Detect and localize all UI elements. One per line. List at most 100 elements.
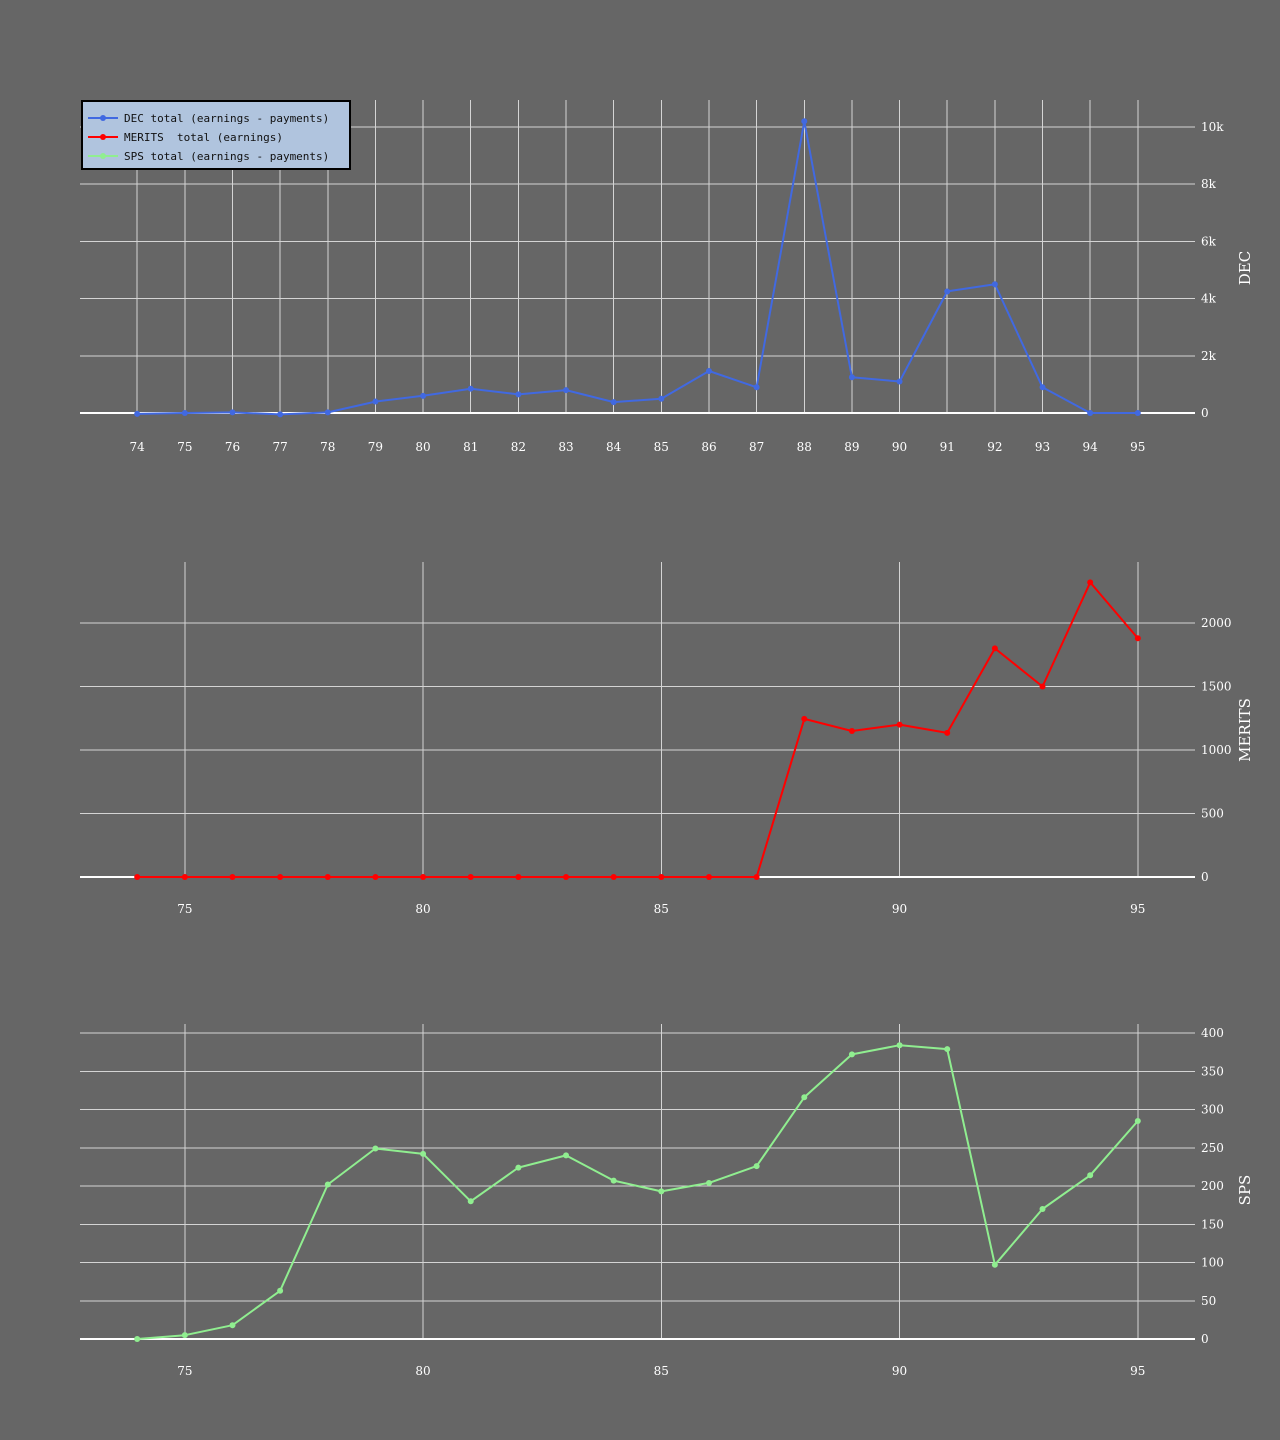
dec-data-point[interactable] bbox=[229, 409, 236, 416]
sps-data-point[interactable] bbox=[705, 1179, 712, 1186]
merits-data-point[interactable] bbox=[563, 874, 570, 880]
dec-data-point[interactable] bbox=[324, 409, 331, 416]
sps-data-point[interactable] bbox=[277, 1287, 284, 1294]
dec-data-point[interactable] bbox=[1039, 384, 1046, 391]
dec-data-point[interactable] bbox=[991, 281, 998, 288]
sps-data-point[interactable] bbox=[134, 1336, 141, 1342]
dec-data-point[interactable] bbox=[705, 367, 712, 374]
merits-data-point[interactable] bbox=[1087, 579, 1094, 586]
chart-legend: DEC total (earnings - payments) MERITS t… bbox=[81, 100, 351, 170]
merits-data-point[interactable] bbox=[181, 874, 188, 880]
dec-x-tick-label: 84 bbox=[606, 440, 622, 454]
dec-x-tick-label: 87 bbox=[749, 440, 764, 454]
dec-data-point[interactable] bbox=[753, 384, 760, 391]
merits-data-point[interactable] bbox=[705, 874, 712, 880]
merits-data-point[interactable] bbox=[467, 874, 474, 880]
sps-y-tick-label: 300 bbox=[1201, 1103, 1224, 1117]
merits-data-point[interactable] bbox=[1134, 635, 1141, 642]
sps-data-point[interactable] bbox=[848, 1051, 855, 1058]
sps-data-point[interactable] bbox=[372, 1145, 379, 1152]
dec-x-tick-label: 75 bbox=[177, 440, 192, 454]
dec-y-tick-label: 2k bbox=[1201, 349, 1217, 363]
sps-data-point[interactable] bbox=[610, 1177, 617, 1184]
dec-data-point[interactable] bbox=[896, 378, 903, 385]
sps-chart-panel: 75 80 85 90 95 0 50 100 150 200 250 300 350 400 SPS bbox=[80, 1024, 1254, 1378]
merits-data-point[interactable] bbox=[801, 715, 808, 722]
sps-y-tick-label: 200 bbox=[1201, 1179, 1224, 1193]
sps-data-point[interactable] bbox=[181, 1332, 188, 1339]
dec-data-point[interactable] bbox=[610, 399, 617, 406]
legend-item-merits[interactable]: MERITS total (earnings) bbox=[83, 128, 349, 147]
sps-data-point[interactable] bbox=[420, 1150, 427, 1157]
sps-data-point[interactable] bbox=[324, 1181, 331, 1188]
merits-data-point[interactable] bbox=[991, 645, 998, 652]
dec-x-tick-label: 79 bbox=[368, 440, 383, 454]
dec-y-axis-title: DEC bbox=[1236, 251, 1254, 285]
merits-x-tick-label: 85 bbox=[654, 902, 669, 916]
dec-data-point[interactable] bbox=[277, 411, 284, 418]
merits-data-point[interactable] bbox=[658, 874, 665, 880]
legend-label-dec: DEC total (earnings - payments) bbox=[124, 112, 330, 125]
merits-data-point[interactable] bbox=[324, 874, 331, 880]
merits-data-point[interactable] bbox=[944, 729, 951, 736]
legend-item-sps[interactable]: SPS total (earnings - payments) bbox=[83, 147, 349, 166]
sps-y-tick-label: 250 bbox=[1201, 1141, 1224, 1155]
dec-data-point[interactable] bbox=[1087, 410, 1094, 416]
dec-x-tick-label: 89 bbox=[844, 440, 859, 454]
merits-y-axis-title: MERITS bbox=[1236, 698, 1254, 762]
sps-data-point[interactable] bbox=[753, 1163, 760, 1170]
merits-x-tick-label: 90 bbox=[892, 902, 907, 916]
merits-data-point[interactable] bbox=[610, 874, 617, 880]
dec-data-point[interactable] bbox=[563, 387, 570, 394]
sps-data-point[interactable] bbox=[1039, 1205, 1046, 1212]
dec-data-point[interactable] bbox=[848, 374, 855, 381]
sps-data-point[interactable] bbox=[944, 1046, 951, 1053]
dec-y-tick-label: 0 bbox=[1201, 406, 1209, 420]
merits-data-point[interactable] bbox=[420, 874, 427, 880]
dec-data-point[interactable] bbox=[181, 410, 188, 416]
sps-data-point[interactable] bbox=[563, 1152, 570, 1159]
merits-data-point[interactable] bbox=[277, 874, 284, 880]
dec-data-point[interactable] bbox=[801, 118, 808, 125]
dec-y-tick-label: 10k bbox=[1201, 120, 1224, 134]
sps-data-point[interactable] bbox=[801, 1094, 808, 1101]
merits-data-point[interactable] bbox=[372, 874, 379, 880]
dec-data-point[interactable] bbox=[658, 395, 665, 402]
dec-data-point[interactable] bbox=[372, 398, 379, 405]
sps-data-point[interactable] bbox=[658, 1188, 665, 1195]
merits-data-point[interactable] bbox=[134, 874, 141, 880]
dec-x-tick-label: 94 bbox=[1083, 440, 1099, 454]
sps-data-point[interactable] bbox=[467, 1198, 474, 1205]
merits-data-point[interactable] bbox=[1039, 683, 1046, 690]
dec-data-point[interactable] bbox=[515, 391, 522, 398]
legend-item-dec[interactable]: DEC total (earnings - payments) bbox=[83, 109, 349, 128]
legend-label-merits: MERITS total (earnings) bbox=[124, 131, 283, 144]
merits-data-point[interactable] bbox=[848, 727, 855, 734]
merits-data-point[interactable] bbox=[229, 874, 236, 880]
merits-chart-panel: 75 80 85 90 95 0 500 1000 1500 2000 MERITS bbox=[80, 562, 1254, 916]
merits-data-point[interactable] bbox=[896, 721, 903, 728]
dec-data-point[interactable] bbox=[420, 392, 427, 399]
dec-x-tick-label: 90 bbox=[892, 440, 907, 454]
dec-x-tick-label: 88 bbox=[797, 440, 812, 454]
dec-x-tick-label: 82 bbox=[511, 440, 526, 454]
legend-label-sps: SPS total (earnings - payments) bbox=[124, 150, 330, 163]
sps-x-tick-label: 85 bbox=[654, 1364, 669, 1378]
sps-data-point[interactable] bbox=[229, 1322, 236, 1329]
dec-data-point[interactable] bbox=[467, 385, 474, 392]
merits-data-point[interactable] bbox=[753, 874, 760, 880]
dec-x-tick-label: 91 bbox=[940, 440, 955, 454]
dec-y-tick-label: 8k bbox=[1201, 177, 1217, 191]
dec-data-point[interactable] bbox=[1134, 410, 1141, 416]
legend-swatch-dec bbox=[88, 109, 118, 128]
dec-data-point[interactable] bbox=[134, 410, 141, 417]
sps-data-point[interactable] bbox=[1087, 1172, 1094, 1179]
merits-data-point[interactable] bbox=[515, 874, 522, 880]
dec-x-tick-label: 93 bbox=[1035, 440, 1050, 454]
sps-data-point[interactable] bbox=[1134, 1117, 1141, 1124]
sps-data-point[interactable] bbox=[515, 1164, 522, 1171]
sps-data-point[interactable] bbox=[896, 1042, 903, 1049]
sps-data-point[interactable] bbox=[991, 1261, 998, 1268]
dec-data-point[interactable] bbox=[944, 288, 951, 295]
